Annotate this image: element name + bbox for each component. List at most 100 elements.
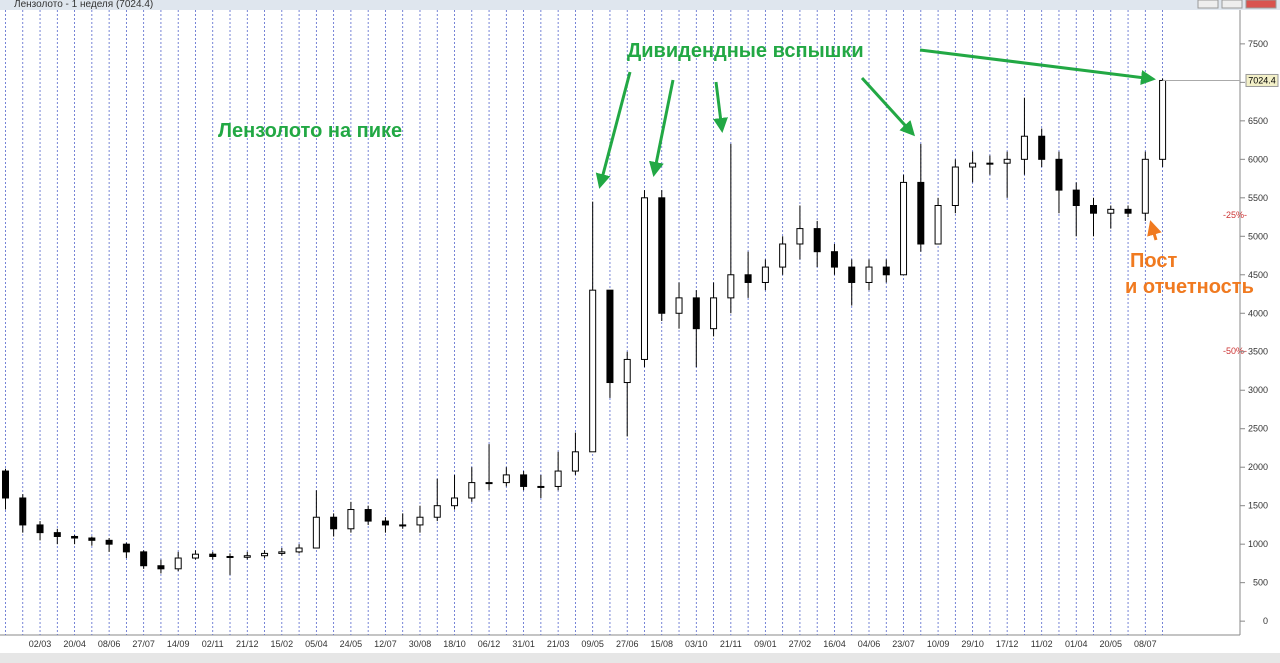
candle-body [399,524,407,527]
candle-body [830,251,838,268]
x-tick-label: 17/12 [996,639,1019,649]
x-tick-label: 21/11 [720,639,742,649]
candle-body [105,539,113,545]
candle-body [571,451,579,472]
candle-body [174,557,182,570]
y-tick-label: 6000 [1248,154,1268,164]
candle-body [606,289,614,384]
candle-body [744,274,752,283]
x-tick-label: 27/02 [789,639,812,649]
candle-body [520,474,528,487]
y-tick-label: 5500 [1248,193,1268,203]
x-tick-label: 24/05 [340,639,363,649]
candle-body [848,266,856,283]
candle-body [485,482,493,485]
y-tick-label: 0 [1263,616,1268,626]
minimize-button[interactable] [1197,0,1219,9]
candle-body [934,205,942,245]
y-tick-label: 2500 [1248,424,1268,434]
candle-body [451,497,459,507]
candle-body [727,274,735,299]
candle-body [140,551,148,567]
x-tick-label: 02/11 [202,639,224,649]
x-tick-label: 20/04 [63,639,86,649]
y-tick-label: 4000 [1248,308,1268,318]
y-tick-label: 3500 [1248,347,1268,357]
arrows [595,48,1156,189]
candle-body [88,537,96,541]
candle-body [502,474,510,484]
y-tick-label: 1000 [1248,539,1268,549]
y-tick-label: 1500 [1248,501,1268,511]
x-tick-label: 06/12 [478,639,501,649]
x-tick-label: 01/04 [1065,639,1088,649]
y-tick-label: 5000 [1248,231,1268,241]
candle-body [1124,208,1132,214]
y-tick-label: 500 [1253,578,1268,588]
candle-body [796,228,804,245]
x-tick-label: 02/03 [29,639,52,649]
candle-body [554,470,562,487]
x-tick-label: 27/06 [616,639,639,649]
candle-body [381,520,389,526]
candle-body [261,552,269,557]
candle-body [433,505,441,518]
x-tick-label: 21/03 [547,639,570,649]
scrollbar [0,653,1280,663]
y-tick-label: 4500 [1248,270,1268,280]
candle-body [295,547,303,553]
x-tick-label: 29/10 [961,639,984,649]
candle-body [1159,79,1167,160]
candle-body [312,516,320,549]
candle-body [53,532,61,537]
x-tick-label: 08/06 [98,639,121,649]
candle-body [209,553,217,557]
x-tick-label: 04/06 [858,639,881,649]
candle-body [1107,208,1115,214]
candle-body [1072,189,1080,207]
x-tick-label: 21/12 [236,639,259,649]
annotation: -50%- [1223,346,1247,356]
maximize-button[interactable] [1221,0,1243,9]
y-tick-label: 2000 [1248,462,1268,472]
x-tick-label: 23/07 [892,639,915,649]
candle-body [589,289,597,453]
candle-body [1055,158,1063,191]
candle-body [1141,158,1149,214]
candle-body [416,516,424,526]
candle-body [278,551,286,554]
candle-body [71,535,79,539]
x-tick-label: 14/09 [167,639,190,649]
candle-body [226,555,234,558]
arrow [713,81,728,133]
arrow [649,79,675,177]
window-title: Лензолото - 1 неделя (7024.4) [14,0,153,10]
candle-body [157,565,165,570]
annotation: Лензолото на пике [218,120,402,142]
candle-body [364,509,372,522]
x-tick-label: 03/10 [685,639,708,649]
arrow [595,71,632,189]
annotation: Дивидендные вспышки [627,40,864,62]
x-tick-label: 27/07 [132,639,155,649]
x-tick-label: 10/09 [927,639,950,649]
candle-body [658,197,666,314]
candle-body [640,197,648,360]
candle-body [191,553,199,559]
close-button[interactable] [1245,0,1277,9]
candle-body [623,358,631,384]
x-tick-label: 11/02 [1031,639,1053,649]
x-tick-label: 05/04 [305,639,328,649]
arrow [919,48,1156,85]
arrow [860,76,916,137]
annotation: и отчетность [1125,276,1254,298]
candle-body [951,166,959,207]
candle-body [122,543,130,553]
candle-body [468,482,476,499]
x-tick-label: 30/08 [409,639,432,649]
candle-body [675,297,683,314]
candle-body [917,181,925,245]
x-tick-label: 16/04 [823,639,846,649]
candle-body [692,297,700,330]
